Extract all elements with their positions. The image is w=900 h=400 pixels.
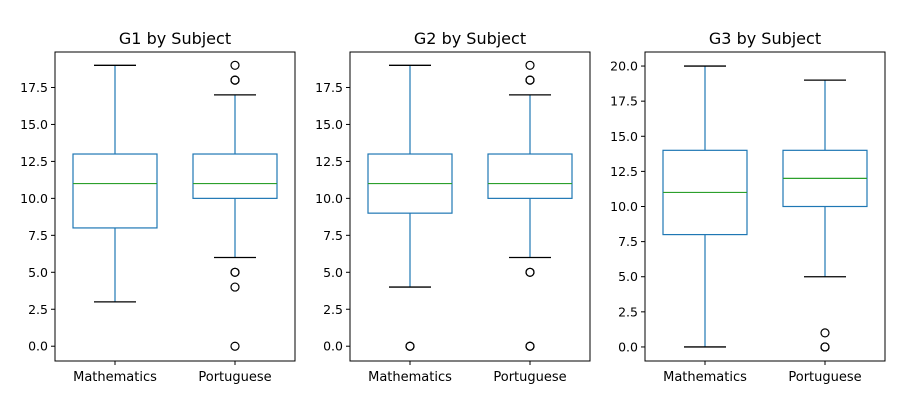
outlier-point bbox=[230, 267, 240, 277]
box-iqr bbox=[192, 153, 278, 199]
y-tick-label: 0.0 bbox=[323, 339, 343, 354]
y-tick-label: 12.5 bbox=[610, 164, 638, 179]
outlier-point bbox=[525, 267, 535, 277]
y-tick-label: 17.5 bbox=[610, 94, 638, 109]
y-tick-label: 2.5 bbox=[618, 304, 638, 319]
x-tick-label: Portuguese bbox=[493, 370, 566, 385]
outlier-point bbox=[230, 75, 240, 85]
y-tick-label: 5.0 bbox=[323, 265, 343, 280]
subplots: G1 by Subject 0.0 2.5 5.0 7.5 10.0 12.5 15.0 17.… bbox=[20, 29, 886, 385]
outlier-point bbox=[230, 341, 240, 351]
axes-frame bbox=[54, 51, 296, 362]
axes-frame bbox=[349, 51, 591, 362]
chart-title: G1 by Subject bbox=[119, 29, 231, 48]
chart-title: G2 by Subject bbox=[414, 29, 526, 48]
x-tick-label: Portuguese bbox=[198, 370, 271, 385]
y-tick-label: 15.0 bbox=[20, 117, 48, 132]
y-tick-label: 10.0 bbox=[315, 191, 343, 206]
outlier-point bbox=[230, 282, 240, 292]
y-tick-label: 7.5 bbox=[28, 228, 48, 243]
y-tick-label: 0.0 bbox=[618, 339, 638, 354]
outlier-point bbox=[820, 342, 830, 352]
y-tick-label: 15.0 bbox=[610, 129, 638, 144]
outlier-point bbox=[405, 341, 415, 351]
y-tick-label: 17.5 bbox=[20, 80, 48, 95]
y-tick-label: 10.0 bbox=[20, 191, 48, 206]
y-tick-label: 2.5 bbox=[28, 302, 48, 317]
axes-frame bbox=[644, 51, 886, 362]
subplot-1: G1 by Subject 0.0 2.5 5.0 7.5 10.0 12.5 15.0 17.… bbox=[20, 29, 296, 385]
box-mathematics bbox=[367, 64, 453, 351]
y-tick-label: 17.5 bbox=[315, 80, 343, 95]
y-tick-label: 12.5 bbox=[315, 154, 343, 169]
chart-title: G3 by Subject bbox=[709, 29, 821, 48]
x-tick-label: Mathematics bbox=[73, 370, 157, 385]
x-tick-label: Mathematics bbox=[663, 370, 747, 385]
box-iqr bbox=[487, 153, 573, 199]
y-tick-label: 7.5 bbox=[618, 234, 638, 249]
y-tick-label: 5.0 bbox=[618, 269, 638, 284]
y-tick-label: 2.5 bbox=[323, 302, 343, 317]
y-tick-label: 5.0 bbox=[28, 265, 48, 280]
outlier-point bbox=[525, 341, 535, 351]
y-tick-label: 12.5 bbox=[20, 154, 48, 169]
subplot-2: G2 by Subject 0.0 2.5 5.0 7.5 10.0 12.5 15.0 17.… bbox=[315, 29, 591, 385]
y-tick-label: 10.0 bbox=[610, 199, 638, 214]
box-portuguese bbox=[192, 60, 278, 351]
x-tick-label: Portuguese bbox=[788, 370, 861, 385]
subplot-3: G3 by Subject 0.0 2.5 5.0 7.5 10.0 12.5 15.0 17.… bbox=[610, 29, 886, 385]
box-iqr bbox=[72, 153, 158, 229]
box-portuguese bbox=[487, 60, 573, 351]
x-tick-label: Mathematics bbox=[368, 370, 452, 385]
outlier-point bbox=[820, 328, 830, 338]
y-tick-label: 15.0 bbox=[315, 117, 343, 132]
y-tick-label: 7.5 bbox=[323, 228, 343, 243]
y-tick-label: 0.0 bbox=[28, 339, 48, 354]
box-mathematics bbox=[72, 64, 158, 303]
box-portuguese bbox=[782, 79, 868, 352]
box-mathematics bbox=[662, 65, 748, 348]
y-tick-label: 20.0 bbox=[610, 59, 638, 74]
outlier-point bbox=[525, 75, 535, 85]
outlier-point bbox=[230, 60, 240, 70]
outlier-point bbox=[525, 60, 535, 70]
